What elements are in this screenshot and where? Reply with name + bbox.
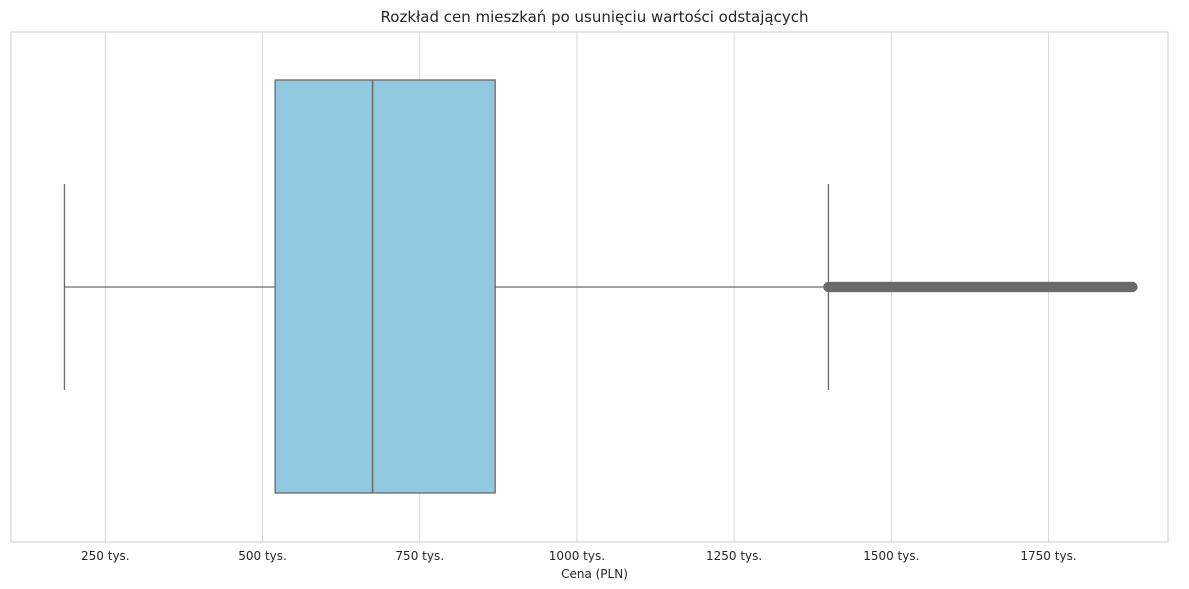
x-tick-label: 1500 tys.	[863, 549, 919, 563]
x-axis-label: Cena (PLN)	[561, 567, 628, 581]
x-tick-label: 750 tys.	[395, 549, 444, 563]
plot-frame	[10, 31, 1169, 543]
x-tick-label: 1750 tys.	[1020, 549, 1076, 563]
x-tick-label: 1000 tys.	[549, 549, 605, 563]
x-tick-label: 1250 tys.	[706, 549, 762, 563]
chart-title: Rozkład cen mieszkań po usunięciu wartoś…	[381, 8, 809, 26]
x-tick-label: 500 tys.	[238, 549, 287, 563]
iqr-box	[274, 79, 496, 494]
x-tick-labels: 250 tys. 500 tys. 750 tys. 1000 tys. 1250 ty…	[81, 549, 1077, 563]
x-tick-label: 250 tys.	[81, 549, 130, 563]
box-group	[63, 79, 1138, 494]
outlier-point	[1127, 281, 1138, 293]
